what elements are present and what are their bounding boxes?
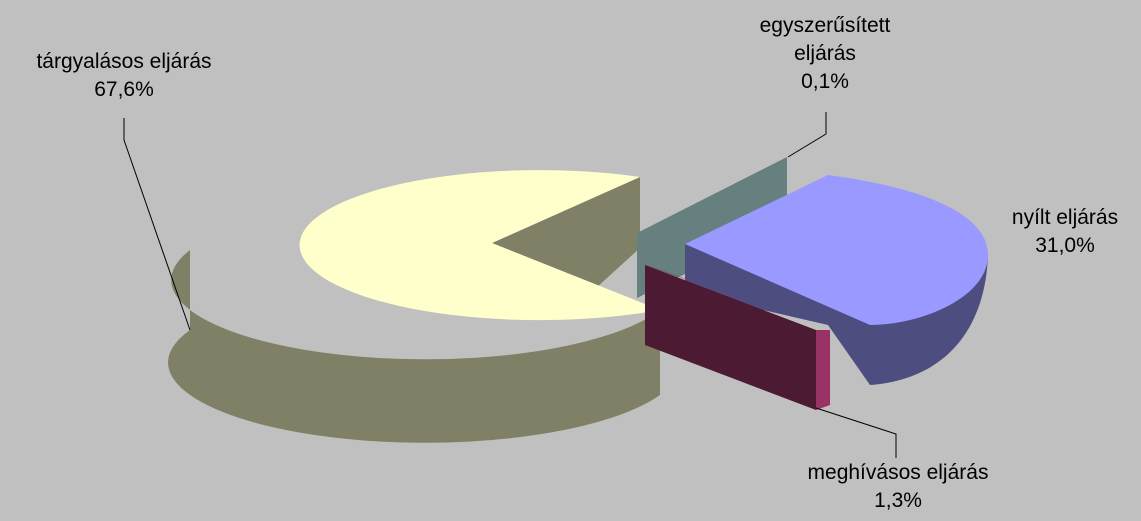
label-targyalasos-name: tárgyalásos eljárás [36,50,212,73]
leader-line-meghivasos [815,407,897,458]
label-nyilt-value: 31,0% [1035,234,1095,257]
slice-targyalasos [168,170,660,443]
label-egyszerusitett-value: 0,1% [801,70,849,93]
slice-meghivasos-edge [816,330,830,410]
slice-egyszerusitett [637,157,787,298]
slice-targyalasos-inner-side [492,177,640,288]
slice-meghivasos-side [645,265,816,410]
slice-targyalasos-side [168,250,660,443]
leader-line-targyalasos [123,118,191,331]
label-meghivasos: meghívásos eljárás 1,3% [768,459,1028,515]
slice-nyilt [685,175,988,385]
label-nyilt: nyílt eljárás 31,0% [990,204,1140,260]
label-targyalasos: tárgyalásos eljárás 67,6% [8,48,240,104]
slice-meghivasos [645,265,830,410]
label-egyszerusitett-line1: egyszerűsített [759,14,891,37]
label-meghivasos-name: meghívásos eljárás [807,461,989,484]
slice-egyszerusitett-side [637,157,787,298]
label-meghivasos-value: 1,3% [874,489,922,512]
slice-nyilt-top [685,175,988,325]
label-targyalasos-value: 67,6% [94,78,154,101]
label-egyszerusitett-line2: eljárás [794,42,856,65]
slice-targyalasos-top [299,170,660,321]
leader-line-egyszerusitett [787,112,827,158]
label-nyilt-name: nyílt eljárás [1011,206,1119,229]
label-egyszerusitett: egyszerűsített eljárás 0,1% [715,12,935,96]
